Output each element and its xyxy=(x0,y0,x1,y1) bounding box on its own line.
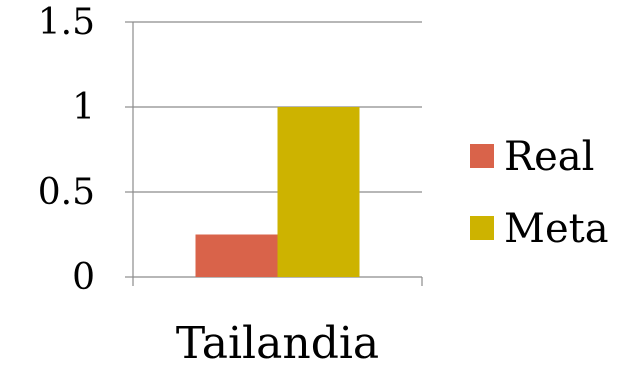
bars xyxy=(195,107,360,277)
x-category-labels: Tailandia xyxy=(176,318,379,366)
legend-label-real: Real xyxy=(504,134,594,180)
y-tick-labels: 0 0.5 1 1.5 xyxy=(38,2,95,298)
y-tick-label: 0 xyxy=(72,257,95,298)
x-category-label: Tailandia xyxy=(176,318,379,366)
legend-swatch-meta xyxy=(470,216,494,240)
legend: Real Meta xyxy=(470,134,609,252)
bar-real-tailandia xyxy=(195,234,278,277)
y-tick-label: 0.5 xyxy=(38,172,95,213)
legend-swatch-real xyxy=(470,144,494,168)
bar-meta-tailandia xyxy=(277,107,360,277)
legend-label-meta: Meta xyxy=(504,206,609,252)
y-tick-label: 1.5 xyxy=(38,2,95,43)
y-tick-label: 1 xyxy=(72,87,95,128)
